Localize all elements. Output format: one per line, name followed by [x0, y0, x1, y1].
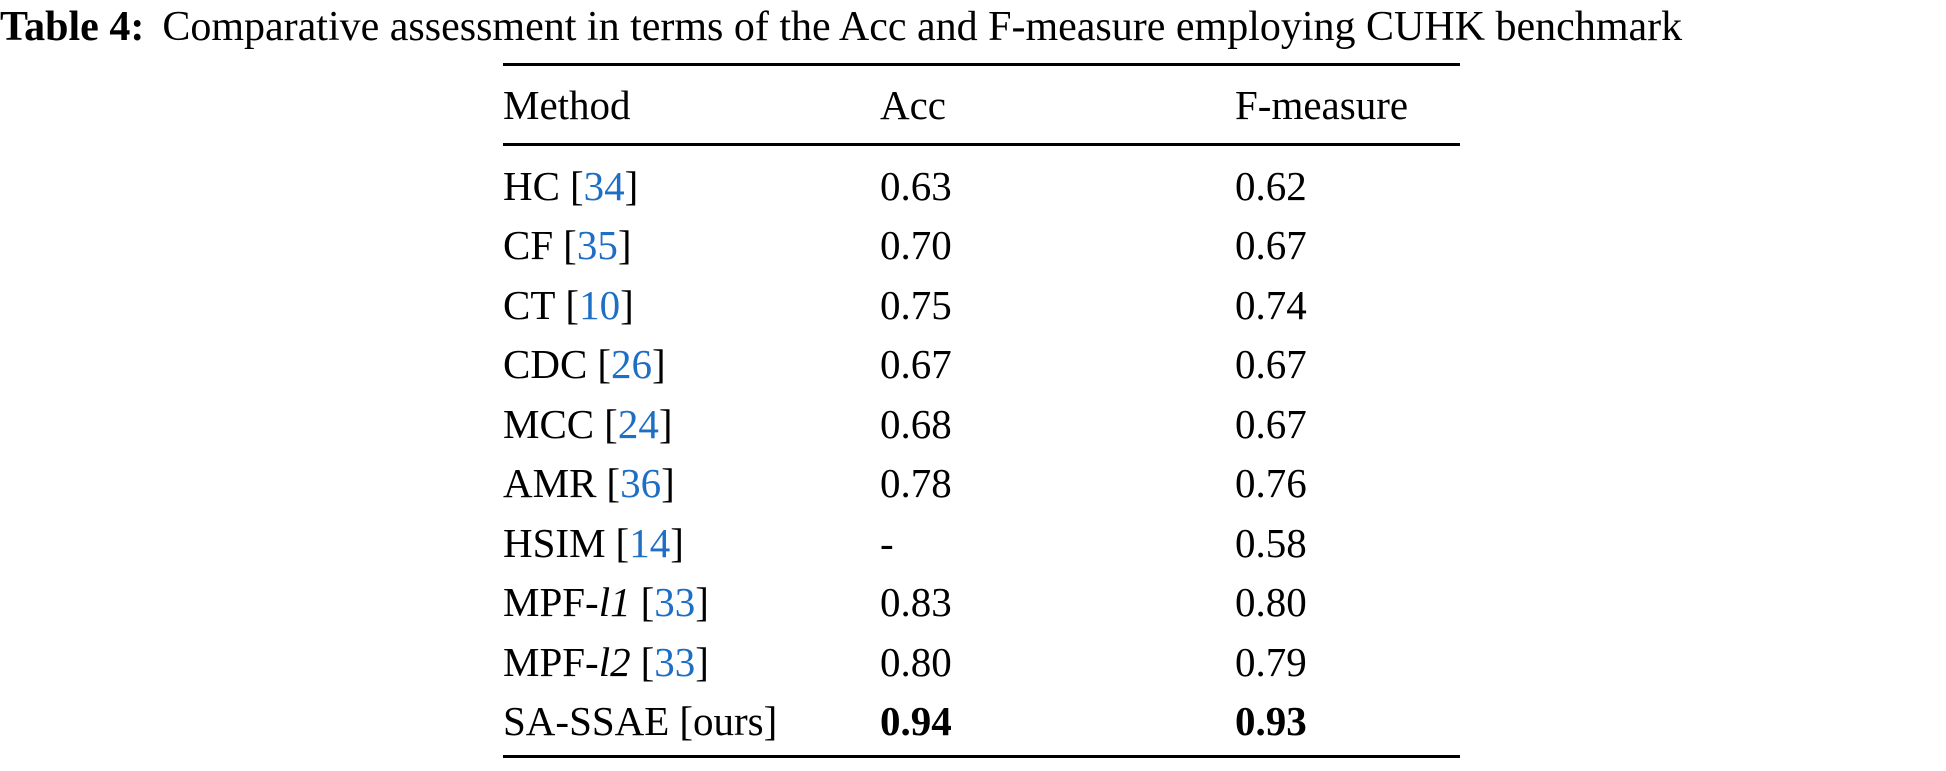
- method-name-italic: l2: [598, 638, 631, 685]
- fmeasure-cell: 0.93: [1235, 698, 1307, 745]
- citation-link[interactable]: 26: [610, 341, 652, 388]
- fmeasure-cell: 0.67: [1235, 222, 1307, 269]
- method-name: CT: [503, 281, 556, 328]
- fmeasure-cell: 0.67: [1235, 400, 1307, 447]
- bracket-open: [: [640, 638, 655, 685]
- table-row: SA-SSAE [ours] 0.94 0.93: [503, 692, 1460, 752]
- bracket-open: [: [640, 579, 655, 626]
- method-name: MCC: [503, 400, 595, 447]
- bracket-open: [: [606, 460, 621, 507]
- method-cell: HSIM [14]: [503, 519, 880, 567]
- acc-cell: 0.63: [880, 162, 952, 209]
- bracket-open: [: [615, 519, 630, 566]
- bracket-close: ]: [651, 341, 666, 388]
- fmeasure-cell: 0.80: [1235, 579, 1307, 626]
- results-table: Method Acc F-measure HC [34] 0.63 0.62 CF…: [503, 63, 1460, 758]
- citation-link[interactable]: 34: [583, 162, 625, 209]
- method-name: CDC: [503, 341, 588, 388]
- table-body: HC [34] 0.63 0.62 CF [35] 0.70 0.67 CT [10]…: [503, 146, 1460, 755]
- table-row: CDC [26] 0.67 0.67: [503, 335, 1460, 395]
- table-caption-text: Comparative assessment in terms of the A…: [162, 4, 1683, 50]
- citation-link[interactable]: 24: [617, 400, 659, 447]
- method-name: AMR: [503, 460, 597, 507]
- method-cell: HC [34]: [503, 162, 880, 210]
- method-name: SA-SSAE: [503, 698, 670, 745]
- fmeasure-cell: 0.62: [1235, 162, 1307, 209]
- table-row: MPF-l1 [33] 0.83 0.80: [503, 573, 1460, 633]
- method-name: MPF-: [503, 638, 599, 685]
- bracket-close: ]: [695, 638, 709, 685]
- table-row: HC [34] 0.63 0.62: [503, 156, 1460, 216]
- method-name-italic: l1: [598, 579, 631, 626]
- acc-cell: 0.78: [880, 460, 952, 507]
- method-cell: MPF-l1 [33]: [503, 578, 880, 626]
- bracket-open: [: [604, 400, 618, 447]
- method-cell: CF [35]: [503, 221, 880, 269]
- bracket-open: [: [679, 698, 693, 745]
- column-header-fmeasure: F-measure: [1235, 81, 1409, 128]
- column-header-method: Method: [503, 81, 631, 128]
- table-row: CT [10] 0.75 0.74: [503, 275, 1460, 335]
- table-row: HSIM [14] - 0.58: [503, 513, 1460, 573]
- citation-link[interactable]: 33: [654, 579, 696, 626]
- fmeasure-cell: 0.76: [1235, 460, 1307, 507]
- citation-link[interactable]: 10: [579, 281, 621, 328]
- acc-cell: 0.83: [880, 579, 952, 626]
- table-header-rule: [503, 143, 1460, 146]
- table-header-row: Method Acc F-measure: [503, 66, 1460, 143]
- column-header-acc: Acc: [880, 81, 947, 128]
- method-cell: CDC [26]: [503, 340, 880, 388]
- acc-cell: 0.75: [880, 281, 952, 328]
- method-cell: CT [10]: [503, 281, 880, 329]
- table-row: MPF-l2 [33] 0.80 0.79: [503, 632, 1460, 692]
- table-row: CF [35] 0.70 0.67: [503, 216, 1460, 276]
- acc-cell: 0.68: [880, 400, 952, 447]
- fmeasure-cell: 0.67: [1235, 341, 1307, 388]
- bracket-open: [: [565, 281, 580, 328]
- acc-cell: 0.70: [880, 222, 952, 269]
- bracket-close: ]: [763, 698, 778, 745]
- bracket-open: [: [569, 162, 584, 209]
- citation-link[interactable]: 14: [629, 519, 671, 566]
- method-cell: AMR [36]: [503, 459, 880, 507]
- bracket-close: ]: [620, 281, 634, 328]
- fmeasure-cell: 0.79: [1235, 638, 1307, 685]
- citation-link[interactable]: 36: [620, 460, 662, 507]
- table-top-rule: [503, 63, 1460, 66]
- bracket-close: ]: [661, 460, 675, 507]
- fmeasure-cell: 0.74: [1235, 281, 1307, 328]
- bracket-close: ]: [617, 222, 632, 269]
- bracket-open: [: [597, 341, 611, 388]
- bracket-open: [: [563, 222, 577, 269]
- bracket-close: ]: [624, 162, 639, 209]
- ours-label: ours: [692, 698, 764, 745]
- method-name: HC: [503, 162, 560, 209]
- fmeasure-cell: 0.58: [1235, 519, 1307, 566]
- acc-cell: 0.80: [880, 638, 952, 685]
- method-name: CF: [503, 222, 554, 269]
- table-row: MCC [24] 0.68 0.67: [503, 394, 1460, 454]
- method-cell: SA-SSAE [ours]: [503, 697, 880, 745]
- table-bottom-rule: [503, 755, 1460, 758]
- method-name: MPF-: [503, 579, 599, 626]
- acc-cell: -: [880, 519, 894, 566]
- bracket-close: ]: [695, 579, 709, 626]
- acc-cell: 0.67: [880, 341, 952, 388]
- table-caption-label: Table 4:: [0, 4, 145, 50]
- bracket-close: ]: [670, 519, 684, 566]
- bracket-close: ]: [658, 400, 673, 447]
- method-cell: MPF-l2 [33]: [503, 638, 880, 686]
- method-name: HSIM: [503, 519, 606, 566]
- method-cell: MCC [24]: [503, 400, 880, 448]
- table-caption: Table 4: Comparative assessment in terms …: [0, 2, 1946, 52]
- acc-cell: 0.94: [880, 698, 952, 745]
- table-row: AMR [36] 0.78 0.76: [503, 454, 1460, 514]
- citation-link[interactable]: 35: [576, 222, 618, 269]
- citation-link[interactable]: 33: [654, 638, 696, 685]
